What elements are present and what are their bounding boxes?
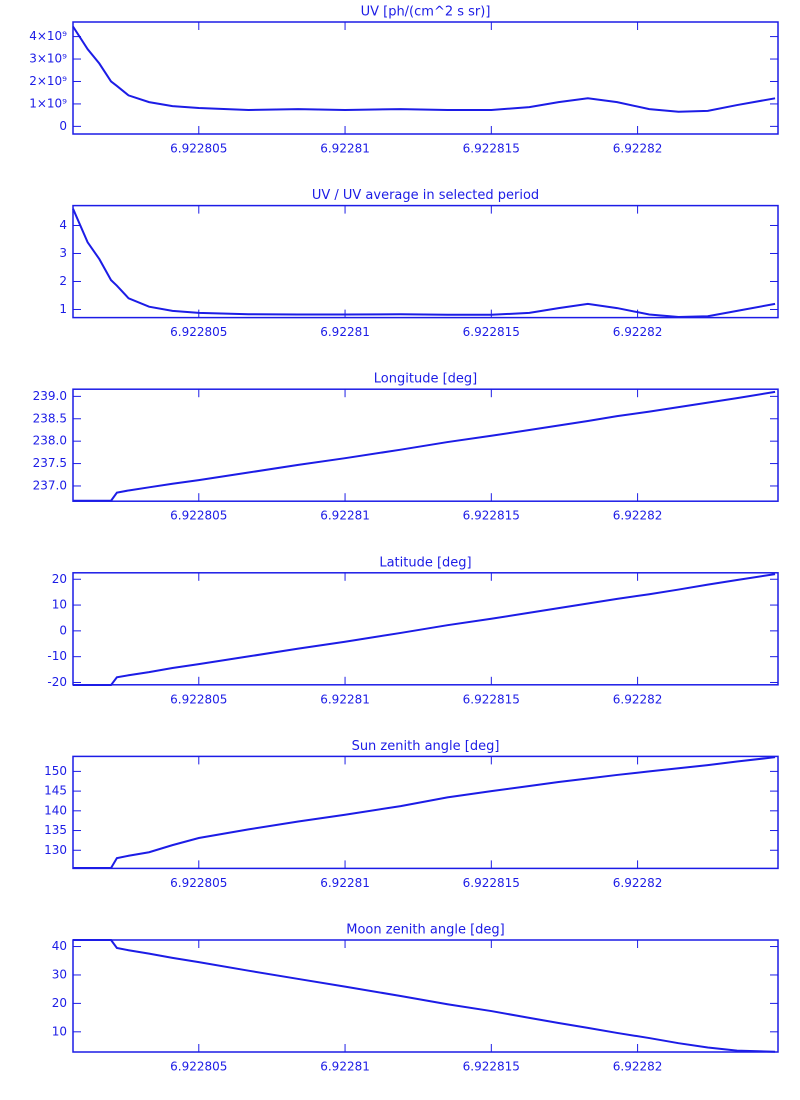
y-tick-label: 237.5 <box>33 456 67 470</box>
y-tick-label: 2×10⁹ <box>29 74 67 88</box>
data-line <box>73 939 776 1053</box>
plot-frame <box>72 939 779 1053</box>
y-tick-label: 4×10⁹ <box>29 29 67 43</box>
plot-frame <box>72 204 779 319</box>
y-tick-label: 3×10⁹ <box>29 52 67 66</box>
data-line <box>72 208 776 319</box>
y-tick-label: -20 <box>47 675 67 689</box>
plot-frame <box>72 755 779 870</box>
x-tick-label: 6.922805 <box>170 325 227 339</box>
x-tick-label: 6.922805 <box>170 876 227 890</box>
x-tick-label: 6.922815 <box>463 325 520 339</box>
data-line <box>73 756 776 870</box>
plot-frame <box>72 388 779 502</box>
x-tick-label: 6.92281 <box>320 325 370 339</box>
chart-title: Longitude [deg] <box>374 372 477 387</box>
y-tick-label: 1 <box>59 302 67 316</box>
x-tick-label: 6.92282 <box>613 325 663 339</box>
y-tick-label: 140 <box>44 803 67 817</box>
y-tick-label: 10 <box>52 1024 67 1038</box>
y-tick-label: 150 <box>44 764 67 778</box>
chart-title: UV / UV average in selected period <box>312 188 539 203</box>
y-tick-label: 10 <box>52 598 67 612</box>
y-tick-label: 145 <box>44 784 67 798</box>
plot-frame <box>72 21 779 135</box>
data-line <box>72 25 776 113</box>
y-tick-label: 4 <box>59 218 67 232</box>
y-tick-label: 3 <box>59 246 67 260</box>
x-tick-label: 6.922815 <box>463 1060 520 1074</box>
x-tick-label: 6.92281 <box>320 876 370 890</box>
x-tick-label: 6.922805 <box>170 692 227 706</box>
y-tick-label: 20 <box>52 996 67 1010</box>
y-tick-label: 135 <box>44 823 67 837</box>
data-line <box>73 390 776 502</box>
y-tick-label: 237.0 <box>33 478 67 492</box>
chart-title: Latitude [deg] <box>379 555 471 570</box>
y-tick-label: 239.0 <box>33 389 67 403</box>
y-tick-label: 0 <box>59 623 67 637</box>
chart-title: UV [ph/(cm^2 s sr)] <box>361 5 491 20</box>
y-tick-label: -10 <box>47 649 67 663</box>
y-tick-label: 40 <box>52 939 67 953</box>
x-tick-label: 6.922805 <box>170 142 227 156</box>
x-tick-label: 6.922815 <box>463 876 520 890</box>
y-tick-label: 0 <box>59 119 67 133</box>
x-tick-label: 6.92282 <box>613 876 663 890</box>
x-tick-label: 6.922815 <box>463 142 520 156</box>
x-tick-label: 6.92281 <box>320 509 370 523</box>
x-tick-label: 6.92282 <box>613 692 663 706</box>
x-tick-label: 6.92282 <box>613 509 663 523</box>
x-tick-label: 6.922805 <box>170 509 227 523</box>
chart-title: Moon zenith angle [deg] <box>346 923 504 938</box>
x-tick-label: 6.92281 <box>320 142 370 156</box>
chart-title: Sun zenith angle [deg] <box>352 739 500 754</box>
y-tick-label: 1×10⁹ <box>29 96 67 110</box>
y-tick-label: 238.5 <box>33 411 67 425</box>
y-tick-label: 2 <box>59 274 67 288</box>
x-tick-label: 6.92282 <box>613 142 663 156</box>
plot-frame <box>72 572 779 686</box>
x-tick-label: 6.922815 <box>463 692 520 706</box>
y-tick-label: 130 <box>44 843 67 857</box>
x-tick-label: 6.922805 <box>170 1060 227 1074</box>
x-tick-label: 6.92281 <box>320 1060 370 1074</box>
x-tick-label: 6.92282 <box>613 1060 663 1074</box>
y-tick-label: 238.0 <box>33 434 67 448</box>
y-tick-label: 20 <box>52 572 67 586</box>
y-tick-label: 30 <box>52 967 67 981</box>
data-line <box>73 573 776 687</box>
x-tick-label: 6.92281 <box>320 692 370 706</box>
x-tick-label: 6.922815 <box>463 509 520 523</box>
